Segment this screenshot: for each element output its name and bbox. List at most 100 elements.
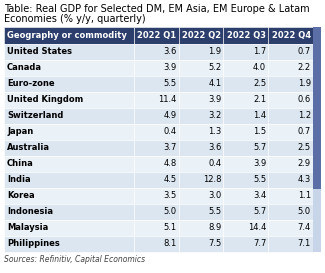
Bar: [4, 44, 134, 60]
Text: 7.1: 7.1: [298, 239, 311, 248]
Bar: [134, 188, 178, 204]
Bar: [4, 172, 134, 188]
Text: 1.5: 1.5: [253, 127, 266, 136]
Bar: [223, 172, 268, 188]
Bar: [178, 188, 223, 204]
Text: 5.2: 5.2: [208, 64, 221, 73]
Text: Euro-zone: Euro-zone: [7, 79, 55, 88]
Text: 2.2: 2.2: [298, 64, 311, 73]
Bar: [268, 27, 313, 44]
Bar: [134, 220, 178, 236]
Bar: [178, 220, 223, 236]
Bar: [134, 236, 178, 252]
Bar: [223, 108, 268, 124]
Bar: [268, 108, 313, 124]
Bar: [4, 124, 134, 140]
Text: 0.4: 0.4: [163, 127, 176, 136]
Text: Geography or commodity: Geography or commodity: [7, 31, 127, 40]
Bar: [223, 27, 268, 44]
Text: 4.3: 4.3: [298, 176, 311, 185]
Bar: [268, 60, 313, 76]
Bar: [4, 204, 134, 220]
Text: 0.4: 0.4: [208, 159, 221, 168]
Bar: [4, 236, 134, 252]
Text: Australia: Australia: [7, 144, 50, 153]
Bar: [268, 44, 313, 60]
Bar: [4, 76, 134, 92]
Bar: [268, 76, 313, 92]
Bar: [4, 156, 134, 172]
Text: Japan: Japan: [7, 127, 33, 136]
Text: 3.0: 3.0: [208, 191, 221, 200]
Text: 0.7: 0.7: [298, 48, 311, 57]
Text: 3.9: 3.9: [163, 64, 176, 73]
Bar: [223, 156, 268, 172]
Bar: [4, 188, 134, 204]
Bar: [268, 156, 313, 172]
Bar: [4, 140, 134, 156]
Text: 1.9: 1.9: [208, 48, 221, 57]
Text: 4.8: 4.8: [163, 159, 176, 168]
Text: United States: United States: [7, 48, 72, 57]
Bar: [178, 156, 223, 172]
Text: Economies (% y/y, quarterly): Economies (% y/y, quarterly): [4, 14, 146, 24]
Bar: [178, 108, 223, 124]
Bar: [134, 27, 178, 44]
Text: Malaysia: Malaysia: [7, 224, 48, 233]
Text: 4.5: 4.5: [163, 176, 176, 185]
Text: 5.0: 5.0: [298, 207, 311, 216]
Text: 4.0: 4.0: [253, 64, 266, 73]
Bar: [178, 44, 223, 60]
Text: Canada: Canada: [7, 64, 42, 73]
Text: Table: Real GDP for Selected DM, EM Asia, EM Europe & Latam: Table: Real GDP for Selected DM, EM Asia…: [4, 4, 310, 14]
Text: India: India: [7, 176, 31, 185]
Text: 1.7: 1.7: [253, 48, 266, 57]
Bar: [223, 76, 268, 92]
Text: Philippines: Philippines: [7, 239, 60, 248]
Bar: [223, 236, 268, 252]
Bar: [4, 92, 134, 108]
Text: Korea: Korea: [7, 191, 35, 200]
Bar: [313, 27, 321, 189]
Text: 2022 Q3: 2022 Q3: [227, 31, 266, 40]
Text: Switzerland: Switzerland: [7, 111, 63, 120]
Text: 2022 Q4: 2022 Q4: [272, 31, 311, 40]
Text: United Kingdom: United Kingdom: [7, 96, 83, 105]
Bar: [134, 44, 178, 60]
Bar: [134, 92, 178, 108]
Text: 5.7: 5.7: [253, 207, 266, 216]
Bar: [268, 204, 313, 220]
Bar: [178, 140, 223, 156]
Text: 7.4: 7.4: [298, 224, 311, 233]
Bar: [268, 188, 313, 204]
Text: 0.6: 0.6: [298, 96, 311, 105]
Bar: [178, 92, 223, 108]
Text: 1.2: 1.2: [298, 111, 311, 120]
Text: Indonesia: Indonesia: [7, 207, 53, 216]
Text: 5.1: 5.1: [163, 224, 176, 233]
Text: 8.1: 8.1: [163, 239, 176, 248]
Bar: [268, 220, 313, 236]
Bar: [134, 124, 178, 140]
Text: 3.4: 3.4: [253, 191, 266, 200]
Text: 2.5: 2.5: [253, 79, 266, 88]
Bar: [134, 204, 178, 220]
Bar: [223, 140, 268, 156]
Text: 2.9: 2.9: [298, 159, 311, 168]
Text: 3.5: 3.5: [163, 191, 176, 200]
Text: 2022 Q1: 2022 Q1: [137, 31, 176, 40]
Bar: [268, 172, 313, 188]
Bar: [178, 27, 223, 44]
Bar: [4, 108, 134, 124]
Text: 1.3: 1.3: [208, 127, 221, 136]
Text: 2.5: 2.5: [298, 144, 311, 153]
Bar: [4, 27, 134, 44]
Text: 5.0: 5.0: [163, 207, 176, 216]
Bar: [223, 44, 268, 60]
Text: 2022 Q2: 2022 Q2: [182, 31, 221, 40]
Bar: [268, 140, 313, 156]
Bar: [134, 140, 178, 156]
Bar: [134, 76, 178, 92]
Text: 3.6: 3.6: [208, 144, 221, 153]
Text: 3.7: 3.7: [163, 144, 176, 153]
